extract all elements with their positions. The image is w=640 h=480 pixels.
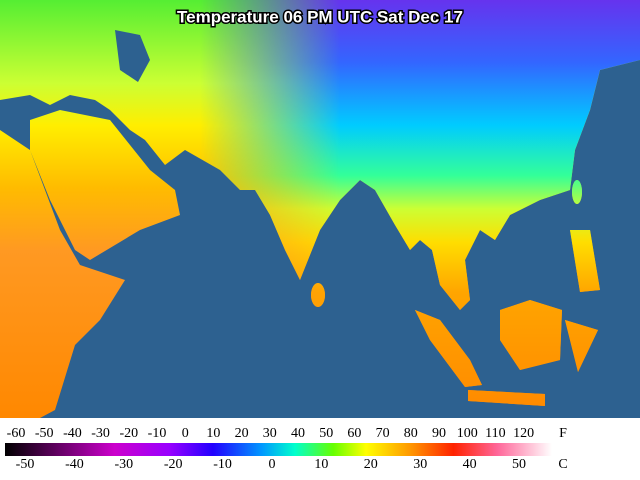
celsius-label: -50 <box>16 457 35 472</box>
celsius-label: 30 <box>413 457 427 472</box>
map-title: Temperature 06 PM UTC Sat Dec 17 <box>177 7 463 26</box>
fahrenheit-label: -60 <box>7 426 26 441</box>
fahrenheit-label: 80 <box>404 426 418 441</box>
fahrenheit-label: -10 <box>148 426 167 441</box>
celsius-label: 40 <box>463 457 477 472</box>
fahrenheit-label: -20 <box>119 426 138 441</box>
fahrenheit-label: 20 <box>235 426 249 441</box>
color-bar <box>5 443 552 456</box>
fahrenheit-label: 90 <box>432 426 446 441</box>
fahrenheit-label: 70 <box>376 426 390 441</box>
fahrenheit-label: 30 <box>263 426 277 441</box>
fahrenheit-label: -50 <box>35 426 54 441</box>
celsius-label: -40 <box>65 457 84 472</box>
fahrenheit-label: 0 <box>182 426 189 441</box>
fahrenheit-label: 100 <box>457 426 478 441</box>
celsius-label: 50 <box>512 457 526 472</box>
celsius-unit: C <box>558 457 567 472</box>
celsius-label: 20 <box>364 457 378 472</box>
celsius-label: -10 <box>213 457 232 472</box>
fahrenheit-label: -40 <box>63 426 82 441</box>
fahrenheit-unit: F <box>559 426 567 441</box>
fahrenheit-label: 40 <box>291 426 305 441</box>
fahrenheit-label: 10 <box>206 426 220 441</box>
celsius-label: 0 <box>269 457 276 472</box>
caspian-sea <box>115 30 150 82</box>
fahrenheit-label: 120 <box>513 426 534 441</box>
fahrenheit-label: 50 <box>319 426 333 441</box>
celsius-label: -20 <box>164 457 183 472</box>
fahrenheit-label: 60 <box>347 426 361 441</box>
celsius-label: -30 <box>114 457 133 472</box>
celsius-label: 10 <box>314 457 328 472</box>
fahrenheit-label: 110 <box>485 426 505 441</box>
fahrenheit-label: -30 <box>91 426 110 441</box>
